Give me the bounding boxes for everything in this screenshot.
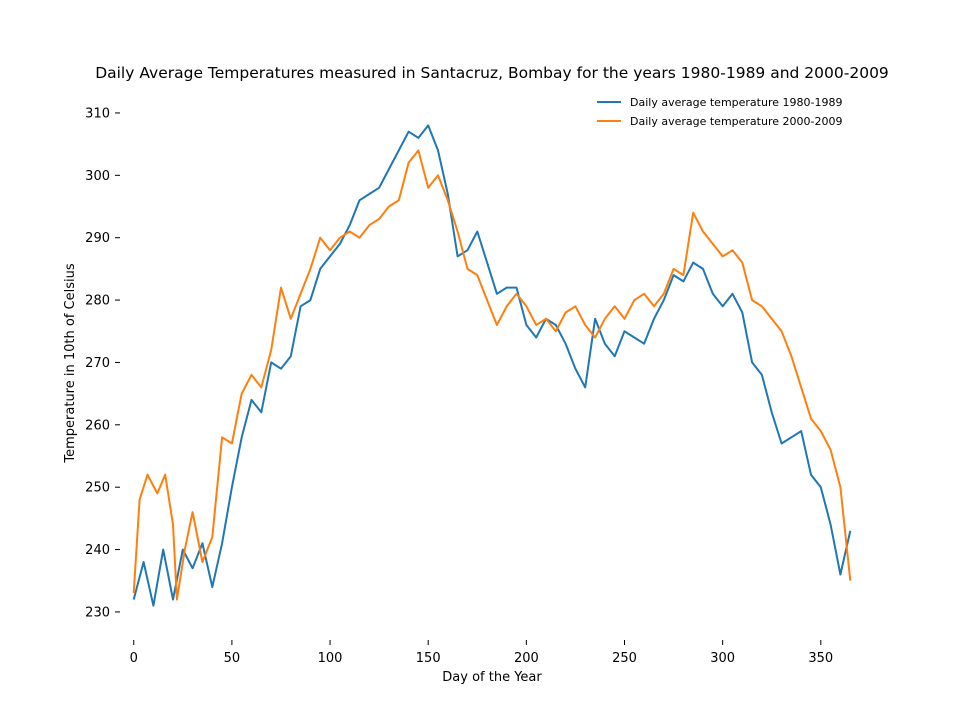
- y-tick-label: 310: [85, 106, 110, 121]
- x-axis-label: Day of the Year: [442, 670, 542, 685]
- series-line-1980-1989: [132, 124, 852, 607]
- y-tick-label: 260: [85, 418, 110, 433]
- y-tick-label: 250: [85, 481, 110, 496]
- y-axis: 230 240 250 260 270 280 290 300 310: [85, 106, 120, 620]
- y-tick-label: 270: [85, 356, 110, 371]
- x-tick-label: 350: [808, 651, 833, 666]
- x-tick-label: 200: [514, 651, 539, 666]
- x-tick-label: 100: [318, 651, 343, 666]
- x-tick-label: 150: [416, 651, 441, 666]
- x-tick-label: 300: [710, 651, 735, 666]
- x-tick-label: 0: [130, 651, 138, 666]
- y-tick-label: 280: [85, 294, 110, 309]
- y-tick-label: 230: [85, 605, 110, 620]
- legend-label-2000-2009: Daily average temperature 2000-2009: [630, 115, 842, 128]
- x-tick-label: 250: [612, 651, 637, 666]
- x-tick-label: 50: [224, 651, 241, 666]
- y-tick-label: 290: [85, 231, 110, 246]
- y-tick-label: 240: [85, 543, 110, 558]
- y-axis-label: Temperature in 10th of Celsius: [63, 263, 78, 463]
- legend-label-1980-1989: Daily average temperature 1980-1989: [630, 96, 842, 109]
- chart-title: Daily Average Temperatures measured in S…: [95, 64, 889, 82]
- y-tick-label: 300: [85, 169, 110, 184]
- legend: Daily average temperature 1980-1989 Dail…: [597, 96, 842, 128]
- series-layer: [132, 124, 852, 607]
- series-line-2000-2009: [132, 149, 852, 601]
- x-axis: 0 50 100 150 200 250 300 350: [130, 640, 833, 666]
